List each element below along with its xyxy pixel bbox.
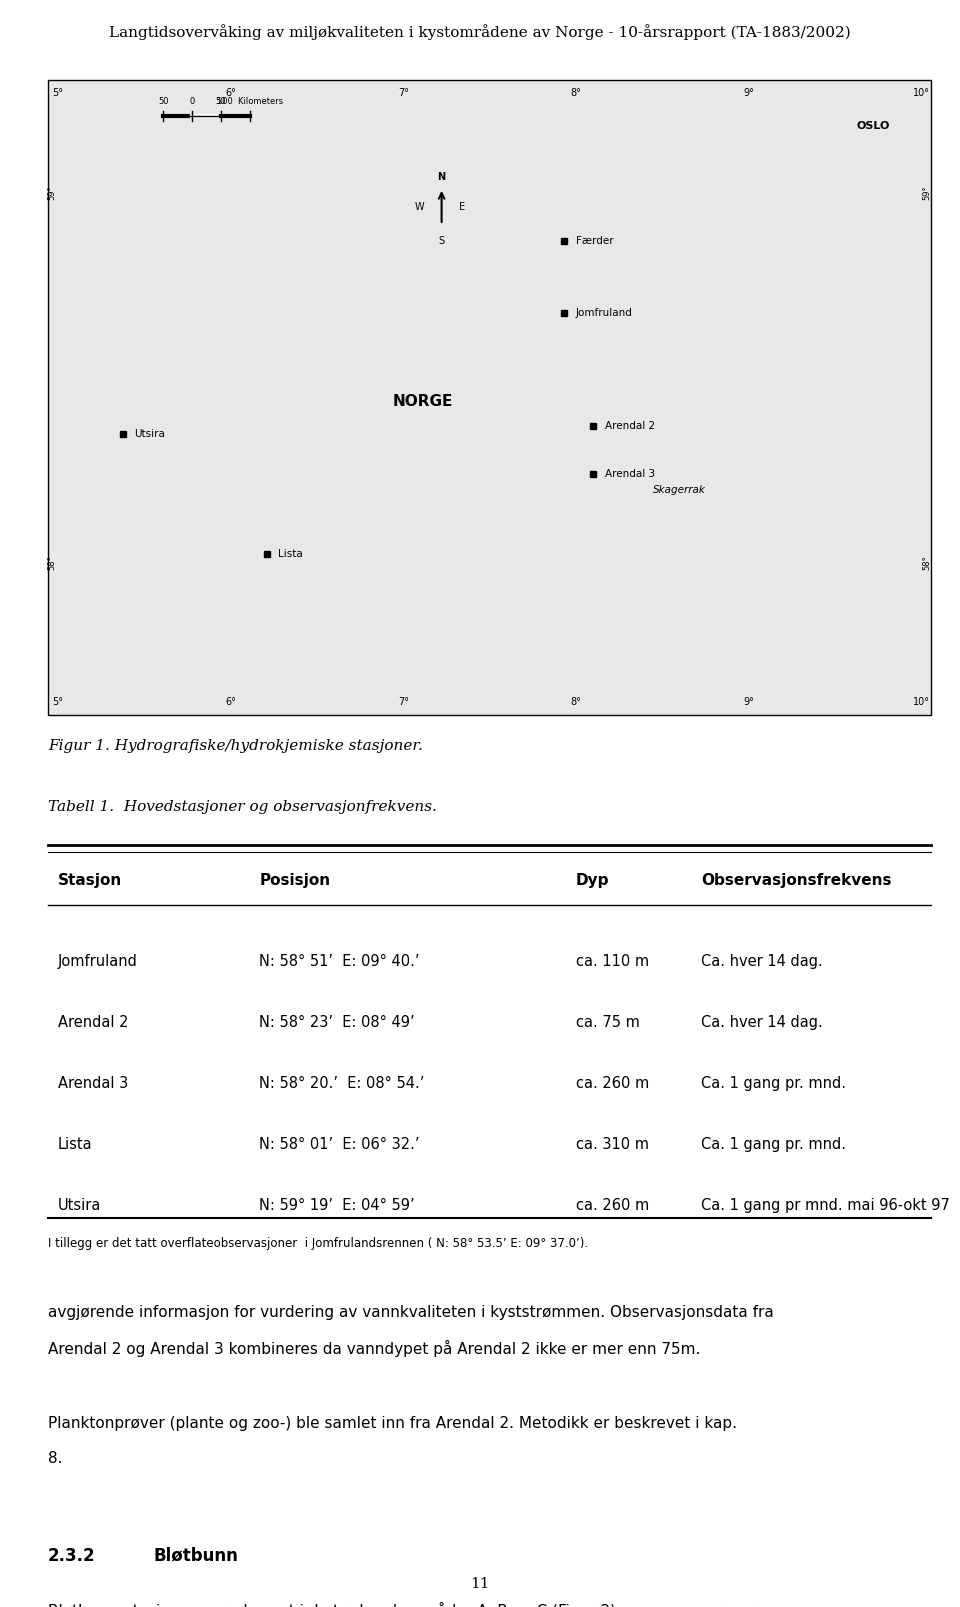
Text: 10°: 10°: [913, 697, 930, 707]
Text: Ca. 1 gang pr. mnd.: Ca. 1 gang pr. mnd.: [701, 1138, 846, 1152]
Text: 5°: 5°: [52, 697, 63, 707]
Text: ca. 310 m: ca. 310 m: [576, 1138, 649, 1152]
Text: Utsira: Utsira: [134, 429, 165, 439]
Text: Lista: Lista: [278, 550, 303, 559]
Text: 59°: 59°: [923, 185, 932, 201]
Text: ca. 110 m: ca. 110 m: [576, 955, 649, 969]
Text: 100  Kilometers: 100 Kilometers: [217, 96, 282, 106]
Text: ca. 260 m: ca. 260 m: [576, 1199, 649, 1213]
Text: W: W: [415, 202, 424, 212]
Text: 11: 11: [470, 1576, 490, 1591]
FancyBboxPatch shape: [48, 80, 931, 715]
Text: I tillegg er det tatt overflateobservasjoner  i Jomfrulandsrennen ( N: 58° 53.5’: I tillegg er det tatt overflateobservasj…: [48, 1237, 588, 1250]
Text: 10°: 10°: [913, 88, 930, 98]
Text: 0: 0: [189, 96, 195, 106]
Text: avgjørende informasjon for vurdering av vannkvaliteten i kyststrømmen. Observasj: avgjørende informasjon for vurdering av …: [48, 1305, 774, 1319]
Text: Skagerrak: Skagerrak: [653, 485, 706, 495]
Text: 8°: 8°: [570, 697, 582, 707]
Text: OSLO: OSLO: [857, 121, 890, 130]
Text: 58°: 58°: [47, 554, 57, 570]
Text: Jomfruland: Jomfruland: [576, 309, 633, 318]
Text: Arendal 2 og Arendal 3 kombineres da vanndypet på Arendal 2 ikke er mer enn 75m.: Arendal 2 og Arendal 3 kombineres da van…: [48, 1340, 701, 1358]
Text: Ca. 1 gang pr mnd. mai 96-okt 97: Ca. 1 gang pr mnd. mai 96-okt 97: [701, 1199, 949, 1213]
Text: 50: 50: [216, 96, 226, 106]
Text: Posisjon: Posisjon: [259, 873, 330, 889]
Text: Stasjon: Stasjon: [58, 873, 122, 889]
Text: N: 59° 19’  E: 04° 59’: N: 59° 19’ E: 04° 59’: [259, 1199, 415, 1213]
Text: Utsira: Utsira: [58, 1199, 101, 1213]
Text: N: 58° 20.’  E: 08° 54.’: N: 58° 20.’ E: 08° 54.’: [259, 1077, 424, 1091]
Text: Langtidsovervåking av miljøkvaliteten i kystområdene av Norge - 10-årsrapport (T: Langtidsovervåking av miljøkvaliteten i …: [109, 24, 851, 40]
Text: Arendal 2: Arendal 2: [605, 421, 655, 431]
Text: Bløtbunn: Bløtbunn: [154, 1548, 238, 1565]
Text: Dyp: Dyp: [576, 873, 610, 889]
Text: ca. 75 m: ca. 75 m: [576, 1016, 640, 1030]
Text: Observasjonsfrekvens: Observasjonsfrekvens: [701, 873, 891, 889]
Text: 59°: 59°: [47, 185, 57, 201]
Text: NORGE: NORGE: [393, 394, 452, 410]
Text: N: 58° 51’  E: 09° 40.’: N: 58° 51’ E: 09° 40.’: [259, 955, 420, 969]
Text: Ca. hver 14 dag.: Ca. hver 14 dag.: [701, 1016, 823, 1030]
Text: Arendal 2: Arendal 2: [58, 1016, 128, 1030]
Text: 5°: 5°: [52, 88, 63, 98]
Text: Tabell 1.  Hovedstasjoner og observasjonfrekvens.: Tabell 1. Hovedstasjoner og observasjonf…: [48, 800, 437, 815]
Text: S: S: [439, 236, 444, 246]
Text: Lista: Lista: [58, 1138, 92, 1152]
Text: Arendal 3: Arendal 3: [605, 469, 655, 479]
Text: 6°: 6°: [225, 697, 236, 707]
Text: Ca. hver 14 dag.: Ca. hver 14 dag.: [701, 955, 823, 969]
Text: 7°: 7°: [397, 697, 409, 707]
Text: 8.: 8.: [48, 1451, 62, 1466]
Text: 7°: 7°: [397, 88, 409, 98]
Text: Figur 1. Hydrografiske/hydrokjemiske stasjoner.: Figur 1. Hydrografiske/hydrokjemiske sta…: [48, 739, 422, 754]
Text: N: 58° 23’  E: 08° 49’: N: 58° 23’ E: 08° 49’: [259, 1016, 415, 1030]
Text: Jomfruland: Jomfruland: [58, 955, 137, 969]
Text: Arendal 3: Arendal 3: [58, 1077, 128, 1091]
Text: E: E: [459, 202, 465, 212]
Text: 8°: 8°: [570, 88, 582, 98]
Text: 9°: 9°: [743, 697, 755, 707]
Text: N: N: [438, 172, 445, 182]
Text: N: 58° 01’  E: 06° 32.’: N: 58° 01’ E: 06° 32.’: [259, 1138, 420, 1152]
Text: 50: 50: [158, 96, 168, 106]
Text: ca. 260 m: ca. 260 m: [576, 1077, 649, 1091]
Text: 9°: 9°: [743, 88, 755, 98]
Text: 2.3.2: 2.3.2: [48, 1548, 96, 1565]
Text: Færder: Færder: [576, 236, 613, 246]
Text: 58°: 58°: [923, 554, 932, 570]
Text: Planktonprøver (plante og zoo-) ble samlet inn fra Arendal 2. Metodikk er beskre: Planktonprøver (plante og zoo-) ble saml…: [48, 1416, 737, 1430]
Text: Bløtbunnsstasjonene er plassert i de tre hovdeområder A, B og C (Figur 2) som sp: Bløtbunnsstasjonene er plassert i de tre…: [48, 1602, 759, 1607]
Text: 6°: 6°: [225, 88, 236, 98]
Text: Ca. 1 gang pr. mnd.: Ca. 1 gang pr. mnd.: [701, 1077, 846, 1091]
